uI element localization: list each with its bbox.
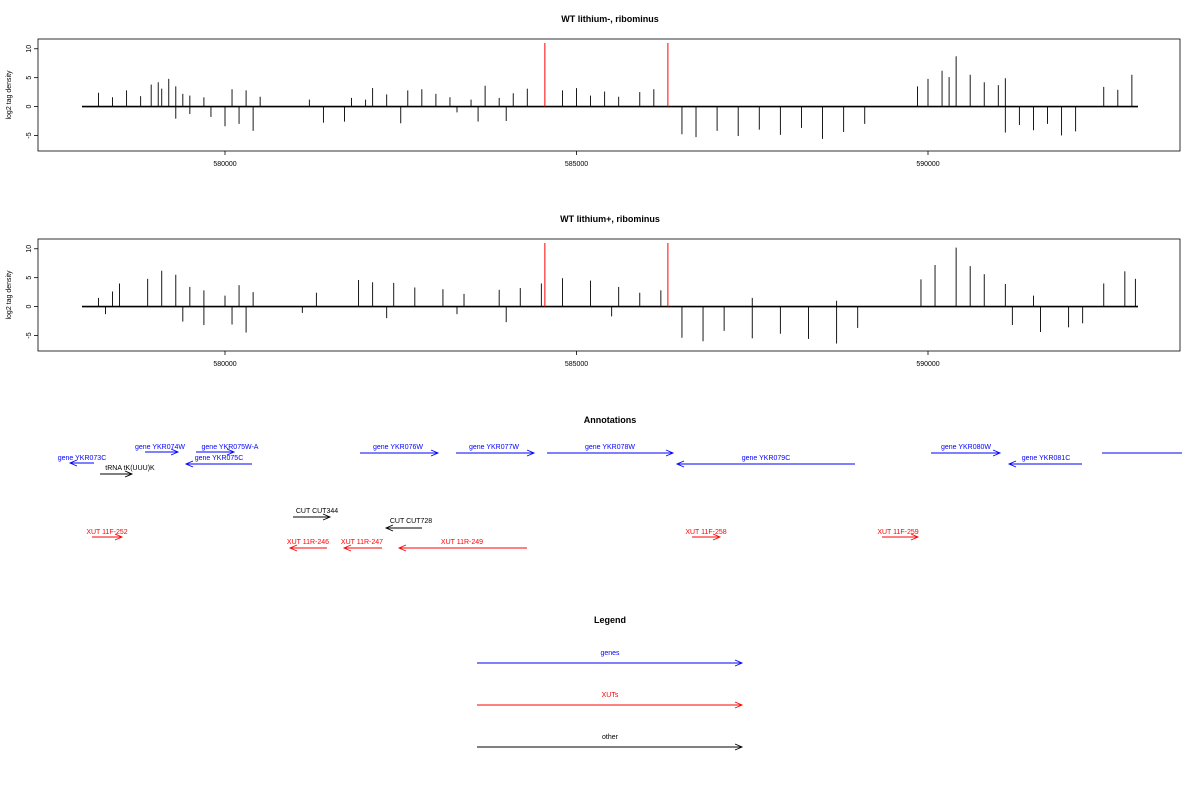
y-tick-label: 5 (26, 76, 33, 80)
annotation-label: gene YKR073C (58, 455, 107, 462)
y-axis-label: log2 tag density (6, 270, 13, 320)
y-tick-label: -5 (26, 332, 33, 338)
annotation-feature: gene YKR081C (1007, 455, 1082, 468)
track-panel-lithium-plus: WT lithium+, ribominus log2 tag density … (6, 214, 1181, 368)
data-bars (82, 56, 1138, 139)
annotation-feature: XUT 11F-259 (877, 529, 920, 541)
annotation-feature: gene YKR078W (547, 444, 675, 457)
annotation-label: XUT 11R-246 (287, 539, 329, 546)
plot-frame (37, 238, 1181, 352)
y-tick-label: 0 (26, 105, 33, 109)
annotations-title: Annotations (584, 415, 637, 425)
vertical-markers (544, 43, 669, 107)
panel-title: WT lithium+, ribominus (560, 214, 660, 224)
y-tick-label: 0 (26, 305, 33, 309)
legend-item: XUTs (477, 692, 744, 709)
legend-section: Legend genes XUTs other (477, 615, 744, 751)
annotation-feature: gene YKR075C (184, 455, 252, 468)
annotation-label: XUT 11F-258 (685, 529, 726, 536)
annotation-label: CUT CUT728 (390, 518, 432, 525)
annotation-label: gene YKR080W (941, 444, 991, 451)
annotation-label: XUT 11F-252 (86, 529, 127, 536)
annotation-feature: CUT CUT344 (293, 508, 338, 521)
annotation-feature: CUT CUT728 (384, 518, 432, 532)
annotation-feature: gene YKR077W (456, 444, 536, 457)
panel-title: WT lithium-, ribominus (561, 14, 659, 24)
annotation-label: XUT 11R-249 (441, 539, 483, 546)
annotation-feature: gene YKR074W (135, 444, 185, 456)
annotation-features: gene YKR073C gene YKR074W gene YKR075W-A ge… (58, 444, 1182, 552)
x-tick-label: 580000 (213, 361, 236, 368)
annotation-label: tRNA tK(UUU)K (105, 465, 155, 472)
axis-ticks: -5 0 5 10 580000 585000 590000 (26, 45, 940, 168)
annotation-feature: tRNA tK(UUU)K (100, 465, 155, 478)
annotation-label: XUT 11R-247 (341, 539, 383, 546)
x-tick-label: 590000 (916, 361, 939, 368)
annotation-feature: gene YKR079C (675, 455, 855, 468)
legend-item: other (477, 734, 744, 751)
legend-item-label: other (602, 734, 619, 741)
y-tick-label: 10 (26, 45, 33, 53)
annotation-label: gene YKR076W (373, 444, 423, 451)
legend-item: genes (477, 650, 744, 667)
annotation-feature: gene YKR080W (931, 444, 1002, 457)
annotation-feature: gene YKR075W-A (196, 444, 259, 456)
annotation-label: gene YKR081C (1022, 455, 1071, 462)
x-tick-label: 580000 (213, 161, 236, 168)
plot-frame (37, 38, 1181, 152)
y-tick-label: 5 (26, 276, 33, 280)
annotation-feature: XUT 11F-258 (685, 529, 727, 541)
vertical-markers (544, 243, 669, 307)
y-tick-label: -5 (26, 132, 33, 138)
data-bars (82, 247, 1138, 344)
x-tick-label: 585000 (565, 161, 588, 168)
track-panel-lithium-minus: WT lithium-, ribominus log2 tag density … (6, 14, 1181, 168)
annotation-label: gene YKR077W (469, 444, 519, 451)
annotation-feature: XUT 11R-246 (287, 539, 329, 552)
legend-items: genes XUTs other (477, 650, 744, 751)
annotation-feature: XUT 11R-247 (341, 539, 383, 552)
y-tick-label: 10 (26, 245, 33, 253)
axis-ticks: -5 0 5 10 580000 585000 590000 (26, 245, 940, 368)
annotation-label: gene YKR075W-A (202, 444, 259, 451)
x-tick-label: 585000 (565, 361, 588, 368)
annotation-label: gene YKR074W (135, 444, 185, 451)
legend-item-label: XUTs (602, 692, 619, 699)
legend-title: Legend (594, 615, 626, 625)
annotation-feature: gene YKR073C (58, 455, 107, 467)
annotation-label: gene YKR078W (585, 444, 635, 451)
annotation-feature: XUT 11R-249 (397, 539, 527, 552)
legend-item-label: genes (600, 650, 620, 657)
annotation-feature: gene YKR076W (360, 444, 440, 457)
x-tick-label: 590000 (916, 161, 939, 168)
annotation-label: CUT CUT344 (296, 508, 338, 515)
annotation-label: gene YKR079C (742, 455, 791, 462)
annotation-feature: XUT 11F-252 (86, 529, 128, 541)
annotation-label: XUT 11F-259 (877, 529, 918, 536)
y-axis-label: log2 tag density (6, 70, 13, 120)
annotation-label: gene YKR075C (195, 455, 244, 462)
